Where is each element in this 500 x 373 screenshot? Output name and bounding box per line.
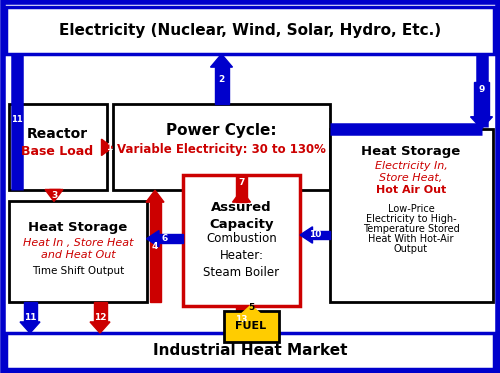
Text: Output: Output bbox=[394, 244, 428, 254]
Text: Electricity to High-: Electricity to High- bbox=[366, 214, 456, 224]
Text: FUEL: FUEL bbox=[236, 321, 266, 331]
Text: 3: 3 bbox=[51, 191, 57, 200]
FancyBboxPatch shape bbox=[9, 201, 146, 302]
FancyBboxPatch shape bbox=[112, 104, 330, 190]
Polygon shape bbox=[214, 67, 228, 104]
Polygon shape bbox=[312, 231, 330, 239]
FancyBboxPatch shape bbox=[330, 129, 492, 302]
Text: Assured
Capacity: Assured Capacity bbox=[209, 201, 274, 231]
Polygon shape bbox=[470, 117, 492, 129]
Text: Heat Storage: Heat Storage bbox=[362, 145, 460, 157]
Polygon shape bbox=[146, 231, 159, 247]
Polygon shape bbox=[102, 139, 112, 156]
Polygon shape bbox=[232, 321, 250, 333]
Text: Store Heat,: Store Heat, bbox=[380, 173, 442, 183]
Text: Electricity (Nuclear, Wind, Solar, Hydro, Etc.): Electricity (Nuclear, Wind, Solar, Hydro… bbox=[59, 23, 441, 38]
Text: Reactor: Reactor bbox=[27, 127, 88, 141]
FancyBboxPatch shape bbox=[224, 311, 278, 342]
Polygon shape bbox=[24, 302, 36, 322]
Polygon shape bbox=[300, 227, 312, 243]
Polygon shape bbox=[210, 54, 233, 67]
Text: Variable Electricity: 30 to 130%: Variable Electricity: 30 to 130% bbox=[117, 143, 326, 156]
Text: Heat Storage: Heat Storage bbox=[28, 221, 128, 234]
Text: and Heat Out: and Heat Out bbox=[40, 250, 116, 260]
Polygon shape bbox=[236, 306, 247, 321]
Text: 5: 5 bbox=[248, 303, 254, 312]
Polygon shape bbox=[242, 305, 260, 313]
Polygon shape bbox=[94, 302, 106, 322]
Text: 4: 4 bbox=[152, 242, 158, 251]
Text: 9: 9 bbox=[478, 85, 484, 94]
Polygon shape bbox=[232, 190, 250, 202]
Polygon shape bbox=[146, 190, 164, 202]
Text: Industrial Heat Market: Industrial Heat Market bbox=[153, 343, 347, 358]
Text: 6: 6 bbox=[162, 234, 168, 243]
Polygon shape bbox=[48, 189, 60, 190]
Text: 2: 2 bbox=[218, 75, 224, 84]
Text: 1: 1 bbox=[106, 143, 112, 152]
Text: Base Load: Base Load bbox=[22, 145, 94, 157]
Text: 10: 10 bbox=[309, 231, 321, 239]
Polygon shape bbox=[90, 322, 110, 333]
Polygon shape bbox=[20, 322, 40, 333]
Polygon shape bbox=[474, 82, 489, 117]
FancyBboxPatch shape bbox=[9, 104, 106, 190]
Polygon shape bbox=[236, 175, 247, 202]
Text: 13: 13 bbox=[236, 315, 248, 324]
FancyBboxPatch shape bbox=[182, 175, 300, 306]
Polygon shape bbox=[159, 234, 182, 243]
Text: 11: 11 bbox=[24, 313, 36, 322]
Text: Power Cycle:: Power Cycle: bbox=[166, 123, 277, 138]
Polygon shape bbox=[102, 143, 106, 151]
Text: Temperature Stored: Temperature Stored bbox=[362, 224, 460, 234]
FancyBboxPatch shape bbox=[6, 333, 494, 369]
Text: 7: 7 bbox=[238, 178, 244, 187]
Text: 12: 12 bbox=[94, 313, 106, 322]
Polygon shape bbox=[150, 202, 160, 302]
Text: Time Shift Output: Time Shift Output bbox=[32, 266, 124, 276]
Text: Heat With Hot-Air: Heat With Hot-Air bbox=[368, 234, 454, 244]
Polygon shape bbox=[45, 189, 63, 201]
Text: Low-Price: Low-Price bbox=[388, 204, 434, 214]
Polygon shape bbox=[246, 311, 256, 313]
Text: Hot Air Out: Hot Air Out bbox=[376, 185, 446, 195]
Text: Combustion
Heater:
Steam Boiler: Combustion Heater: Steam Boiler bbox=[204, 232, 280, 279]
FancyBboxPatch shape bbox=[6, 7, 494, 54]
Text: Heat In , Store Heat: Heat In , Store Heat bbox=[23, 238, 133, 248]
Text: Electricity In,: Electricity In, bbox=[374, 161, 448, 171]
Text: 11: 11 bbox=[10, 115, 22, 124]
